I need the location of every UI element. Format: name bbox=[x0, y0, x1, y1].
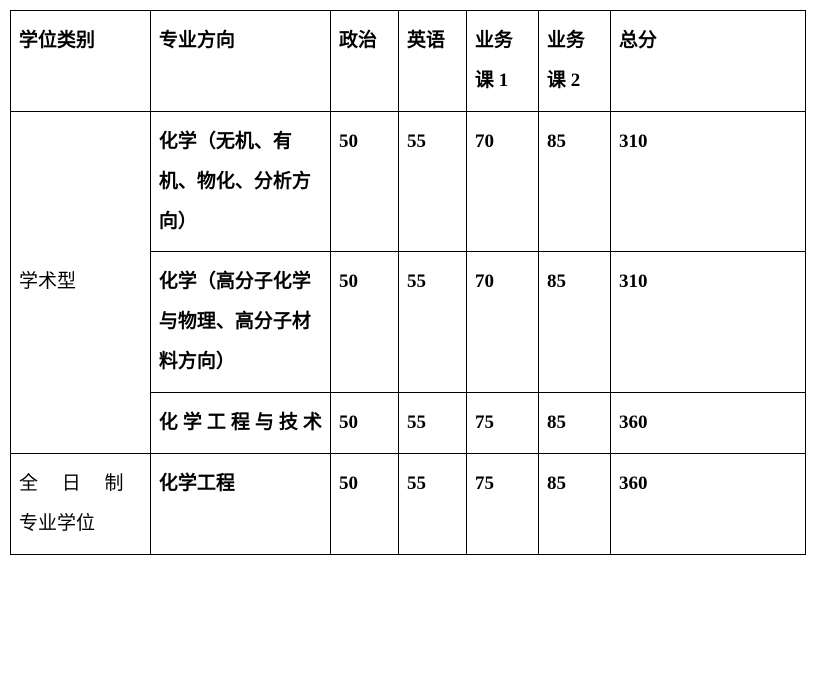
cell-total: 360 bbox=[611, 393, 806, 454]
cell-politics: 50 bbox=[331, 393, 399, 454]
category-professional-line1: 全 日 制 bbox=[19, 473, 133, 494]
cell-course1: 70 bbox=[467, 111, 539, 252]
cell-politics: 50 bbox=[331, 111, 399, 252]
cell-direction: 化学工程与技术 bbox=[151, 393, 331, 454]
cell-politics: 50 bbox=[331, 252, 399, 393]
cell-course1: 75 bbox=[467, 454, 539, 555]
table-row: 全 日 制 专业学位 化学工程 50 55 75 85 360 bbox=[11, 454, 806, 555]
cell-course1: 75 bbox=[467, 393, 539, 454]
cell-total: 360 bbox=[611, 454, 806, 555]
cell-english: 55 bbox=[399, 393, 467, 454]
col-course2: 业务课 2 bbox=[539, 11, 611, 112]
col-direction: 专业方向 bbox=[151, 11, 331, 112]
score-table: 学位类别 专业方向 政治 英语 业务课 1 业务课 2 总分 学术型 化学（无机… bbox=[10, 10, 806, 555]
category-academic: 学术型 bbox=[11, 111, 151, 453]
cell-course2: 85 bbox=[539, 252, 611, 393]
cell-course2: 85 bbox=[539, 454, 611, 555]
col-english: 英语 bbox=[399, 11, 467, 112]
cell-english: 55 bbox=[399, 454, 467, 555]
cell-total: 310 bbox=[611, 252, 806, 393]
cell-english: 55 bbox=[399, 252, 467, 393]
cell-politics: 50 bbox=[331, 454, 399, 555]
cell-total: 310 bbox=[611, 111, 806, 252]
cell-direction: 化学（无机、有机、物化、分析方向） bbox=[151, 111, 331, 252]
col-total: 总分 bbox=[611, 11, 806, 112]
category-professional: 全 日 制 专业学位 bbox=[11, 454, 151, 555]
cell-course1: 70 bbox=[467, 252, 539, 393]
header-row: 学位类别 专业方向 政治 英语 业务课 1 业务课 2 总分 bbox=[11, 11, 806, 112]
col-politics: 政治 bbox=[331, 11, 399, 112]
col-category: 学位类别 bbox=[11, 11, 151, 112]
cell-english: 55 bbox=[399, 111, 467, 252]
col-course1: 业务课 1 bbox=[467, 11, 539, 112]
cell-direction: 化学工程 bbox=[151, 454, 331, 555]
cell-direction: 化学（高分子化学与物理、高分子材料方向） bbox=[151, 252, 331, 393]
table-row: 学术型 化学（无机、有机、物化、分析方向） 50 55 70 85 310 bbox=[11, 111, 806, 252]
cell-course2: 85 bbox=[539, 111, 611, 252]
category-professional-line2: 专业学位 bbox=[19, 513, 95, 534]
cell-course2: 85 bbox=[539, 393, 611, 454]
